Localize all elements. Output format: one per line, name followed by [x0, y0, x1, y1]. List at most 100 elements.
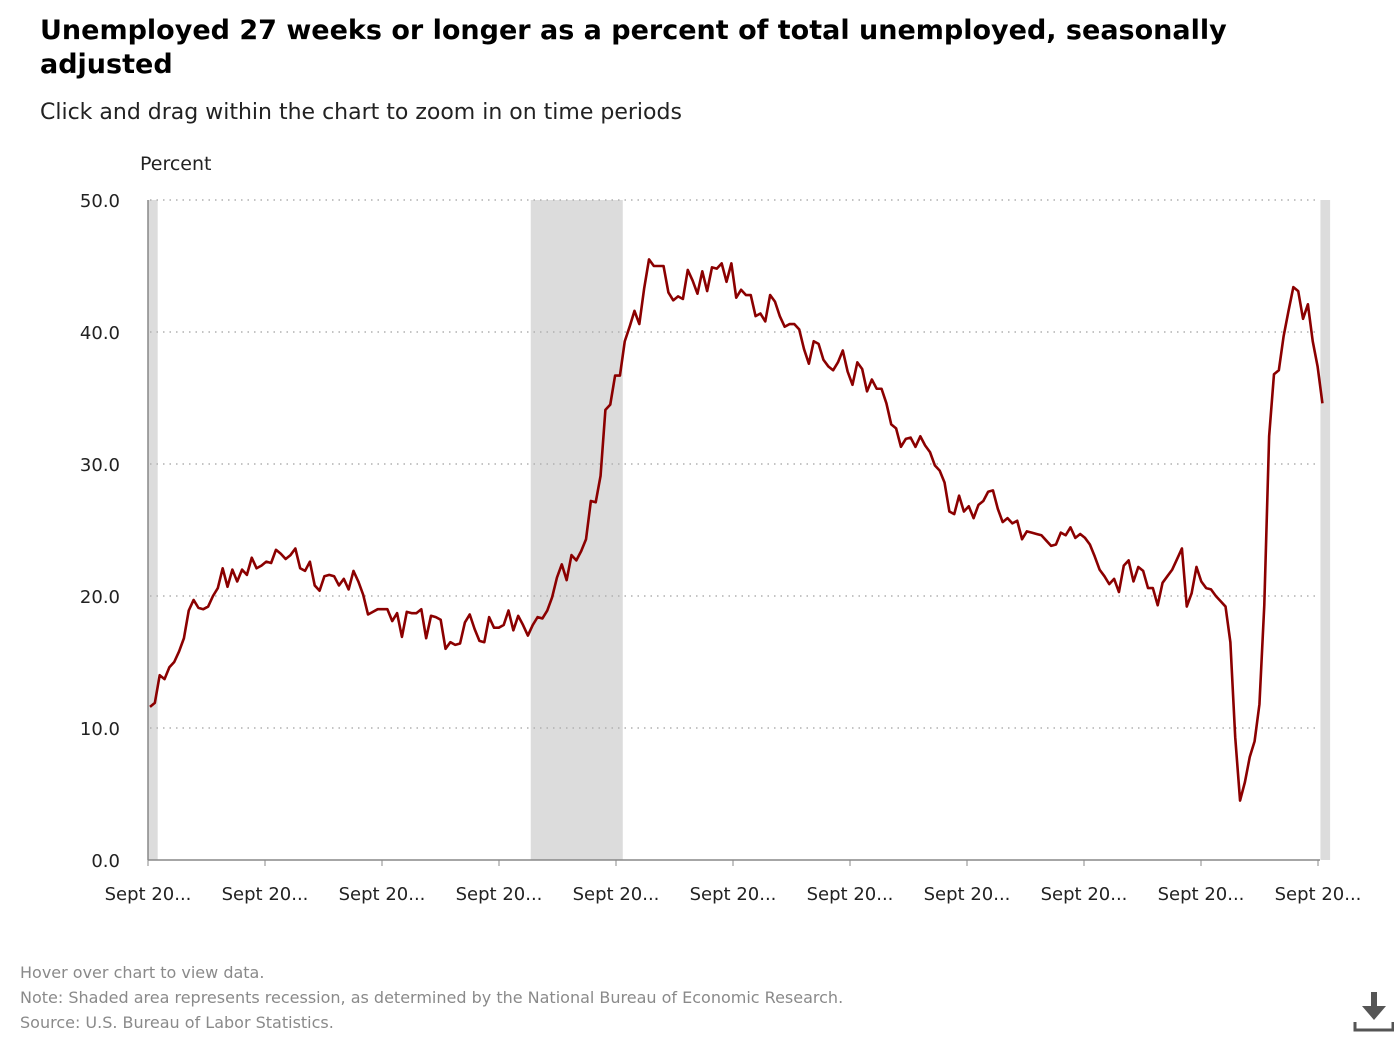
data-point[interactable] — [1194, 564, 1199, 569]
data-point[interactable] — [1044, 538, 1049, 543]
data-point[interactable] — [889, 422, 894, 427]
data-point[interactable] — [1141, 568, 1146, 573]
data-point[interactable] — [206, 604, 211, 609]
data-point[interactable] — [1247, 755, 1252, 760]
data-point[interactable] — [903, 436, 908, 441]
data-point[interactable] — [787, 322, 792, 327]
data-point[interactable] — [671, 298, 676, 303]
data-point[interactable] — [1039, 533, 1044, 538]
data-point[interactable] — [971, 516, 976, 521]
data-point[interactable] — [913, 444, 918, 449]
data-point[interactable] — [981, 498, 986, 503]
data-point[interactable] — [1228, 640, 1233, 645]
data-point[interactable] — [637, 322, 642, 327]
data-point[interactable] — [932, 463, 937, 468]
data-point[interactable] — [1053, 542, 1058, 547]
data-point[interactable] — [816, 341, 821, 346]
data-point[interactable] — [879, 386, 884, 391]
data-point[interactable] — [1276, 368, 1281, 373]
data-point[interactable] — [419, 607, 424, 612]
data-point[interactable] — [1320, 401, 1325, 406]
data-point[interactable] — [322, 574, 327, 579]
data-point[interactable] — [535, 615, 540, 620]
data-point[interactable] — [598, 473, 603, 478]
download-icon[interactable] — [1350, 990, 1395, 1034]
data-point[interactable] — [622, 339, 627, 344]
data-point[interactable] — [1146, 586, 1151, 591]
data-point[interactable] — [709, 265, 714, 270]
data-point[interactable] — [797, 327, 802, 332]
data-point[interactable] — [1242, 780, 1247, 785]
data-point[interactable] — [269, 561, 274, 566]
line-chart[interactable]: Percent 0.0 10.0 20.0 30.0 40.0 50.0 Sept 20.… — [0, 140, 1400, 920]
data-point[interactable] — [467, 612, 472, 617]
data-point[interactable] — [225, 584, 230, 589]
data-point[interactable] — [264, 559, 269, 564]
data-point[interactable] — [157, 673, 162, 678]
data-point[interactable] — [874, 386, 879, 391]
data-point[interactable] — [453, 642, 458, 647]
data-point[interactable] — [1165, 574, 1170, 579]
data-point[interactable] — [918, 434, 923, 439]
data-point[interactable] — [351, 568, 356, 573]
data-point[interactable] — [961, 509, 966, 514]
data-point[interactable] — [1131, 579, 1136, 584]
data-point[interactable] — [172, 660, 177, 665]
data-point[interactable] — [1126, 558, 1131, 563]
data-point[interactable] — [1267, 434, 1272, 439]
data-point[interactable] — [569, 553, 574, 558]
data-point[interactable] — [298, 566, 303, 571]
data-point[interactable] — [1218, 599, 1223, 604]
data-point[interactable] — [1068, 525, 1073, 530]
data-point[interactable] — [1121, 563, 1126, 568]
data-point[interactable] — [1058, 530, 1063, 535]
data-point[interactable] — [690, 278, 695, 283]
data-point[interactable] — [244, 572, 249, 577]
data-point[interactable] — [642, 286, 647, 291]
data-point[interactable] — [1005, 516, 1010, 521]
data-point[interactable] — [1155, 603, 1160, 608]
data-point[interactable] — [414, 611, 419, 616]
data-point[interactable] — [753, 314, 758, 319]
data-point[interactable] — [840, 348, 845, 353]
data-point[interactable] — [491, 625, 496, 630]
data-point[interactable] — [167, 665, 172, 670]
data-point[interactable] — [148, 704, 153, 709]
data-point[interactable] — [249, 555, 254, 560]
data-point[interactable] — [1305, 302, 1310, 307]
data-point[interactable] — [1189, 591, 1194, 596]
data-point[interactable] — [1034, 531, 1039, 536]
data-point[interactable] — [656, 264, 661, 269]
data-point[interactable] — [908, 435, 913, 440]
data-point[interactable] — [482, 640, 487, 645]
data-point[interactable] — [477, 638, 482, 643]
data-point[interactable] — [346, 587, 351, 592]
data-point[interactable] — [966, 504, 971, 509]
data-point[interactable] — [448, 640, 453, 645]
data-point[interactable] — [186, 608, 191, 613]
data-point[interactable] — [390, 619, 395, 624]
data-point[interactable] — [719, 261, 724, 266]
data-point[interactable] — [695, 291, 700, 296]
data-point[interactable] — [782, 324, 787, 329]
data-point[interactable] — [395, 611, 400, 616]
data-point[interactable] — [240, 567, 245, 572]
data-point[interactable] — [608, 402, 613, 407]
data-point[interactable] — [409, 611, 414, 616]
data-point[interactable] — [177, 649, 182, 654]
data-point[interactable] — [336, 583, 341, 588]
data-point[interactable] — [181, 636, 186, 641]
data-point[interactable] — [632, 308, 637, 313]
data-point[interactable] — [327, 572, 332, 577]
data-point[interactable] — [273, 547, 278, 552]
data-point[interactable] — [288, 553, 293, 558]
data-point[interactable] — [472, 627, 477, 632]
chart-area[interactable]: Percent 0.0 10.0 20.0 30.0 40.0 50.0 Sept 20.… — [0, 140, 1400, 920]
data-point[interactable] — [802, 347, 807, 352]
data-point[interactable] — [162, 677, 167, 682]
data-point[interactable] — [777, 314, 782, 319]
data-point[interactable] — [1175, 557, 1180, 562]
data-point[interactable] — [661, 264, 666, 269]
data-point[interactable] — [1315, 364, 1320, 369]
data-point[interactable] — [758, 311, 763, 316]
